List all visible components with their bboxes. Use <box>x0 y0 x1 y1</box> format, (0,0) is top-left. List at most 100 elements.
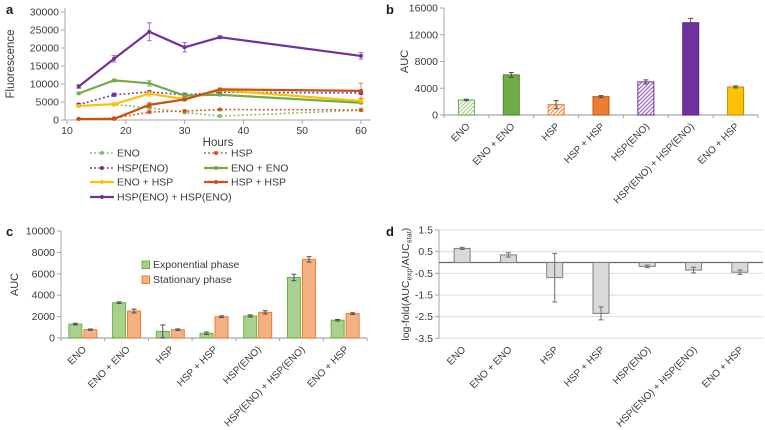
bar-hsp <box>170 329 185 339</box>
legend-entry-eno-eno: ENO + ENO <box>204 163 288 175</box>
series-hsp-eno-hsp-eno <box>76 22 364 89</box>
a-x-axis-title: Hours <box>203 137 234 149</box>
chart-c-y-tick-label: 2000 <box>32 311 56 323</box>
chart-c-y-tick-label: 10000 <box>26 226 55 238</box>
data-point <box>112 116 117 121</box>
panel-d-label: d <box>386 224 394 239</box>
x-category-label: HSP(ENO) <box>221 344 263 386</box>
bar-eno-eno <box>112 302 127 339</box>
data-point <box>359 98 363 103</box>
data-point <box>359 53 363 58</box>
a-y-tick-label: 15000 <box>30 61 59 73</box>
x-category-label: ENO <box>66 344 89 367</box>
bar-series-stationary-phase <box>83 258 360 339</box>
legend-label: ENO + ENO <box>231 163 288 175</box>
x-category-label: HSP <box>154 344 177 367</box>
chart-d-y-tick-label: -2.5 <box>415 311 433 323</box>
bar-hsp-eno-hsp-eno <box>682 22 700 116</box>
chart-c-y-tick-label: 4000 <box>32 290 56 302</box>
data-point <box>217 92 222 97</box>
bar-hsp-hsp <box>214 316 229 339</box>
x-category-label: ENO + HSP <box>700 344 746 390</box>
legend-label: HSP + HSP <box>231 177 286 189</box>
bar-hsp-eno <box>258 311 273 339</box>
chart-d-y-tick-label: 1.5 <box>418 225 433 237</box>
chart-c-y-axis-title: AUC <box>9 273 21 296</box>
data-point <box>147 110 152 115</box>
bar-hsp-eno-hsp-eno <box>286 276 301 339</box>
x-category-label: HSP + HSP <box>562 121 607 166</box>
a-y-tick-label: 30000 <box>30 7 59 19</box>
data-point <box>112 56 117 61</box>
legend-label: HSP(ENO) <box>117 163 168 175</box>
a-x-tick-label: 10 <box>61 125 73 137</box>
bar-hsp-hsp <box>592 96 610 116</box>
chart-d-y-tick-label: 0.5 <box>418 246 433 258</box>
x-category-label: ENO + ENO <box>468 344 515 391</box>
panel-a-label: a <box>6 2 14 17</box>
x-category-label: HSP(ENO) + HSP(ENO) <box>223 344 308 429</box>
x-category-label: ENO <box>445 344 468 367</box>
legend-entry-eno: ENO <box>90 148 140 160</box>
bar-series-main <box>457 22 745 116</box>
a-y-axis-title: Fluorescence <box>5 29 17 98</box>
data-point <box>112 92 117 97</box>
a-x-tick-label: 20 <box>120 125 132 137</box>
legend-label: HSP <box>231 148 253 160</box>
legend-entry-stationary-phase: Stationary phase <box>141 274 232 286</box>
chart-d-y-tick-label: -1.5 <box>415 289 433 301</box>
bar-eno-hsp <box>727 86 745 116</box>
bar-eno <box>68 323 83 339</box>
chart-c-y-tick-label: 6000 <box>32 268 56 280</box>
data-point <box>217 35 222 40</box>
a-y-tick-label: 20000 <box>30 43 59 55</box>
bar-hsp-hsp <box>592 261 610 314</box>
data-point <box>76 116 81 121</box>
legend-entry-exponential-phase: Exponential phase <box>141 259 240 271</box>
bar-hsp-eno-hsp-eno <box>301 258 316 339</box>
x-category-label: ENO + ENO <box>471 121 518 168</box>
legend-entry-hsp-eno-hsp-eno: HSP(ENO) + HSP(ENO) <box>90 192 232 204</box>
data-point <box>217 114 222 119</box>
a-x-tick-label: 50 <box>296 125 308 137</box>
chart-c-y-tick-label: 8000 <box>32 247 56 259</box>
chart-b-y-axis-title: AUC <box>400 50 411 73</box>
data-point <box>217 107 222 112</box>
panel-b-label: b <box>386 2 394 17</box>
legend-entry-hsp-eno: HSP(ENO) <box>90 163 168 175</box>
x-category-label: HSP(ENO) + HSP(ENO) <box>612 121 697 206</box>
data-point <box>147 102 152 107</box>
a-y-tick-label: 10000 <box>30 79 59 91</box>
legend-entry-hsp-hsp: HSP + HSP <box>204 177 286 189</box>
bar-series-main <box>453 247 749 314</box>
chart-b-y-tick-label: 0 <box>432 110 438 122</box>
bar-eno <box>83 329 98 339</box>
bar-eno-hsp <box>345 313 360 339</box>
data-point <box>112 78 117 83</box>
x-category-label: HSP <box>540 121 563 144</box>
legend-entry-hsp: HSP <box>204 148 253 160</box>
bar-eno-eno <box>127 310 142 339</box>
a-x-tick-label: 30 <box>179 125 191 137</box>
bar-hsp-eno <box>637 81 655 116</box>
x-category-label: HSP(ENO) <box>610 121 652 163</box>
x-category-label: ENO + HSP <box>306 344 352 390</box>
bar-eno <box>457 99 475 116</box>
data-point <box>76 84 81 89</box>
a-y-tick-label: 0 <box>53 115 59 127</box>
a-x-tick-label: 60 <box>355 125 367 137</box>
legend-label: HSP(ENO) + HSP(ENO) <box>117 192 232 204</box>
bar-eno-hsp <box>330 319 345 339</box>
x-category-label: HSP(ENO) <box>611 345 653 387</box>
a-x-tick-label: 40 <box>238 125 250 137</box>
x-category-label: HSP + HSP <box>175 344 220 389</box>
panel-c-label: c <box>6 224 14 239</box>
data-point <box>147 81 152 86</box>
bar-eno-eno <box>502 74 520 116</box>
a-y-tick-label: 25000 <box>30 25 59 37</box>
data-point <box>182 93 187 98</box>
